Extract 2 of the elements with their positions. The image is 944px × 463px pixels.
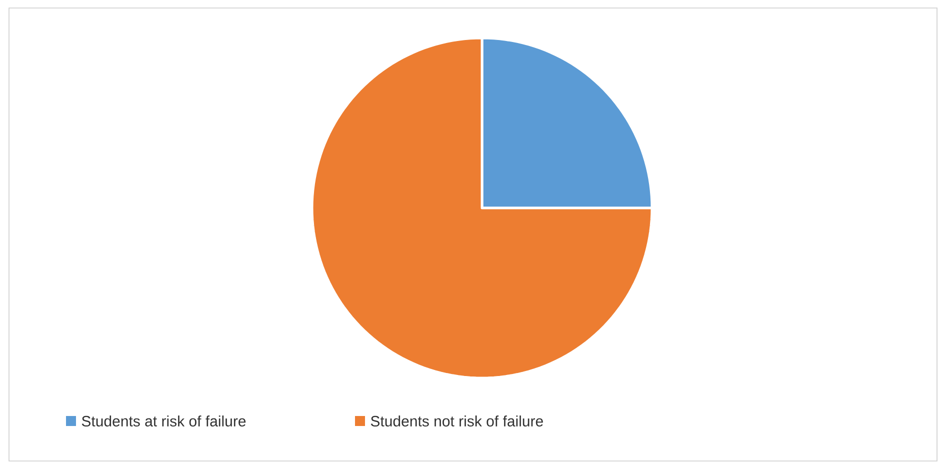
legend-label: Students not risk of failure: [370, 415, 543, 426]
legend-label: Students at risk of failure: [82, 415, 246, 426]
